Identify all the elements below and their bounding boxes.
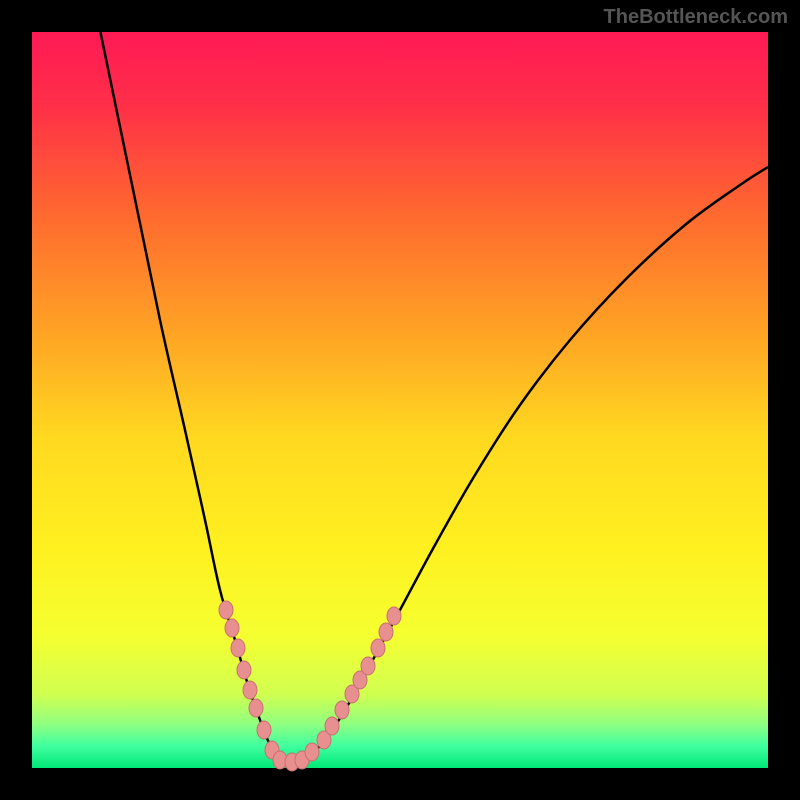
- data-marker: [387, 607, 401, 625]
- data-marker: [361, 657, 375, 675]
- data-marker: [257, 721, 271, 739]
- chart-background: [32, 32, 768, 768]
- data-marker: [243, 681, 257, 699]
- data-marker: [371, 639, 385, 657]
- data-marker: [225, 619, 239, 637]
- data-marker: [325, 717, 339, 735]
- root-container: TheBottleneck.com: [0, 0, 800, 800]
- data-marker: [305, 743, 319, 761]
- data-marker: [335, 701, 349, 719]
- watermark-text: TheBottleneck.com: [604, 6, 788, 29]
- data-marker: [237, 661, 251, 679]
- chart-svg: [0, 0, 800, 800]
- data-marker: [231, 639, 245, 657]
- data-marker: [379, 623, 393, 641]
- data-marker: [249, 699, 263, 717]
- data-marker: [219, 601, 233, 619]
